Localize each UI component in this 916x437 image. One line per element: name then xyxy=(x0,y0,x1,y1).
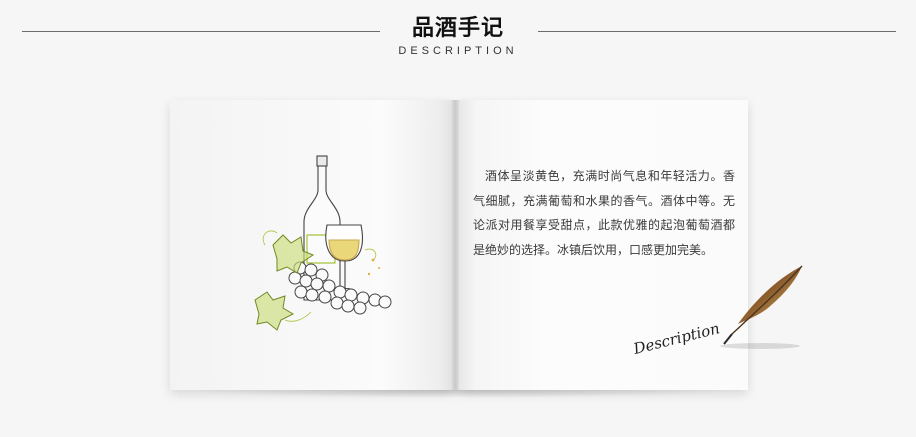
quill-feather-icon xyxy=(720,265,803,349)
header-rule-right xyxy=(538,31,896,32)
book-spine xyxy=(452,100,459,390)
section-subtitle: DESCRIPTION xyxy=(398,45,518,57)
header-rule-left xyxy=(22,31,380,32)
section-title: 品酒手记 xyxy=(411,16,504,41)
wine-description-text: 酒体呈淡黄色，充满时尚气息和年轻活力。香气细腻，充满葡萄和水果的香气。酒体中等。… xyxy=(473,169,735,257)
book-right-page xyxy=(458,100,748,390)
wine-bottle-glass-grapes-icon xyxy=(254,155,392,331)
